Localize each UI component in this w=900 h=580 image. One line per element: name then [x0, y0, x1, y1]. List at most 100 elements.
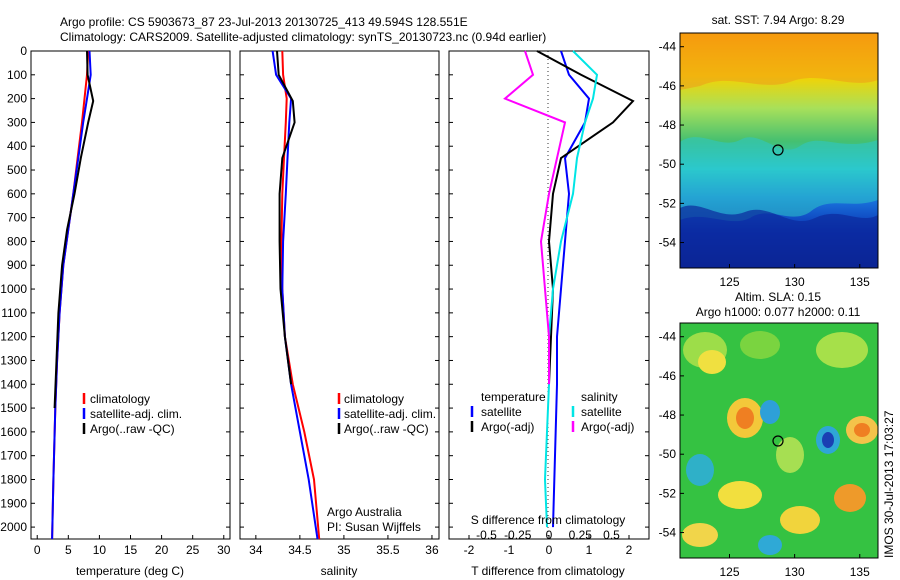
- map-lat-label: -48: [659, 408, 677, 422]
- sst-warm-water: [680, 33, 878, 90]
- series-line-satellite: [552, 50, 591, 528]
- map-lat-label: -44: [659, 40, 677, 54]
- sal-legend-clim: climatology: [344, 392, 404, 406]
- s-diff-tick-label: 0: [546, 528, 553, 542]
- depth-tick-label: 1400: [0, 377, 27, 391]
- depth-axis-labels: 0 100 200 300 400 500 600 700 800 900 1000 1100 1200…: [0, 44, 27, 534]
- map-lon-label: 130: [785, 565, 805, 579]
- diff-legend-temp-title: temperature: [481, 390, 546, 404]
- x-tick-label: 30: [217, 543, 231, 557]
- series-line-satellite: [543, 50, 599, 528]
- map-sla: Altim. SLA: 0.15 Argo h1000: 0.077 h2000…: [659, 290, 879, 579]
- depth-tick-label: 1700: [0, 449, 27, 463]
- temp-x-ticks: 0 5 10 15 20 25 30: [34, 535, 231, 557]
- depth-tick-label: 1800: [0, 472, 27, 486]
- sst-cold-water: [680, 205, 878, 268]
- sla-eddies: [682, 331, 878, 555]
- diff-plot-frame: [448, 50, 650, 540]
- depth-tick-label: 2000: [0, 520, 27, 534]
- depth-tick-label: 700: [7, 211, 27, 225]
- diff-y-ticks: [449, 50, 649, 528]
- panel-differences: -2 -1 0 1 2 T difference from climatology S …: [448, 50, 650, 578]
- x-tick-label: 5: [65, 543, 72, 557]
- map-lon-label: 130: [785, 275, 805, 289]
- sal-legend-sat: satellite-adj. clim.: [344, 407, 436, 421]
- x-tick-label: 34: [249, 543, 263, 557]
- s-diff-tick-label: -0.25: [504, 528, 532, 542]
- map-lat-label: -54: [659, 526, 677, 540]
- temp-x-label: temperature (deg C): [76, 564, 184, 578]
- x-tick-label: 36: [425, 543, 439, 557]
- sal-legend-argo: Argo(..raw -QC): [344, 422, 429, 436]
- diff-legend: temperature salinity satellite Argo(-adj…: [470, 390, 634, 434]
- series-line-climatology: [280, 50, 321, 540]
- diff-legend-sal-sat: satellite: [581, 405, 622, 419]
- depth-tick-label: 100: [7, 68, 27, 82]
- x-tick-label: 2: [626, 543, 633, 557]
- diff-x-ticks: -2 -1 0 1 2: [464, 535, 633, 557]
- map-lat-label: -48: [659, 118, 677, 132]
- map-lat-label: -50: [659, 447, 677, 461]
- map-lon-label: 135: [850, 565, 870, 579]
- map-lon-label: 125: [719, 275, 739, 289]
- header-line2: Climatology: CARS2009. Satellite-adjuste…: [60, 30, 546, 44]
- diff-x-label: T difference from climatology: [471, 564, 625, 578]
- x-tick-label: 0: [546, 543, 553, 557]
- depth-tick-label: 900: [7, 258, 27, 272]
- map-sst: sat. SST: 7.94 Argo: 8.29 -44 -46 -48 -50 -5…: [659, 13, 879, 289]
- x-tick-label: 25: [186, 543, 200, 557]
- x-tick-label: 35: [337, 543, 351, 557]
- depth-tick-label: 1300: [0, 353, 27, 367]
- s-diff-tick-label: 0.5: [603, 528, 620, 542]
- sst-argo-position-marker: [772, 144, 784, 156]
- diff-top-label: S difference from climatology: [471, 513, 626, 527]
- map-lat-label: -54: [659, 236, 677, 250]
- sla-title1: Altim. SLA: 0.15: [735, 290, 821, 304]
- sla-axis-ticks: -44 -46 -48 -50 -52 -54 125 130 135: [659, 330, 870, 579]
- diff-legend-sal-argo: Argo(-adj): [581, 420, 634, 434]
- sal-x-ticks: 34 34.5 35 35.5 36: [249, 535, 439, 557]
- sal-y-ticks: [240, 50, 439, 528]
- panel-salinity: 34 34.5 35 35.5 36 salinity climatology sate…: [239, 50, 440, 578]
- x-tick-label: 35.5: [376, 543, 400, 557]
- depth-tick-label: 300: [7, 115, 27, 129]
- map-lat-label: -52: [659, 486, 677, 500]
- depth-tick-label: 1600: [0, 425, 27, 439]
- map-lat-label: -52: [659, 196, 677, 210]
- panel-temperature: 0 5 10 15 20 25 30 temperature (deg C) climato…: [30, 50, 231, 578]
- depth-tick-label: 800: [7, 234, 27, 248]
- diff-top-ticks: -0.5 -0.25 0 0.25 0.5: [476, 528, 620, 542]
- s-diff-tick-label: -0.5: [476, 528, 497, 542]
- depth-tick-label: 0: [20, 44, 27, 58]
- depth-tick-label: 1900: [0, 496, 27, 510]
- temp-plot-frame: [30, 50, 231, 540]
- x-tick-label: 0: [34, 543, 41, 557]
- sal-series-lines: [271, 50, 321, 540]
- x-tick-label: 15: [124, 543, 138, 557]
- temp-y-ticks: [31, 50, 230, 528]
- depth-tick-label: 600: [7, 187, 27, 201]
- temp-legend-argo: Argo(..raw -QC): [90, 422, 175, 436]
- sst-title: sat. SST: 7.94 Argo: 8.29: [712, 13, 845, 27]
- depth-tick-label: 400: [7, 139, 27, 153]
- s-diff-tick-label: 0.25: [569, 528, 593, 542]
- depth-tick-label: 1500: [0, 401, 27, 415]
- sal-x-label: salinity: [321, 564, 358, 578]
- x-tick-label: 20: [155, 543, 169, 557]
- map-lon-label: 125: [719, 565, 739, 579]
- map-lon-label: 135: [850, 275, 870, 289]
- sal-legend: climatology satellite-adj. clim. Argo(..…: [337, 392, 436, 436]
- series-line-argo-raw-qc-: [276, 50, 296, 385]
- x-tick-label: 1: [586, 543, 593, 557]
- sla-title2: Argo h1000: 0.077 h2000: 0.11: [696, 305, 861, 319]
- sla-argo-position-marker: [772, 435, 784, 447]
- map-lat-label: -46: [659, 79, 677, 93]
- diff-legend-sal-title: salinity: [581, 390, 618, 404]
- series-line-argo-adj-: [503, 50, 567, 385]
- x-tick-label: 34.5: [288, 543, 312, 557]
- map-lat-label: -50: [659, 157, 677, 171]
- diff-legend-temp-sat: satellite: [481, 405, 522, 419]
- sst-axis-ticks: -44 -46 -48 -50 -52 -54 125 130 135: [659, 40, 870, 289]
- temp-legend-sat: satellite-adj. clim.: [90, 407, 182, 421]
